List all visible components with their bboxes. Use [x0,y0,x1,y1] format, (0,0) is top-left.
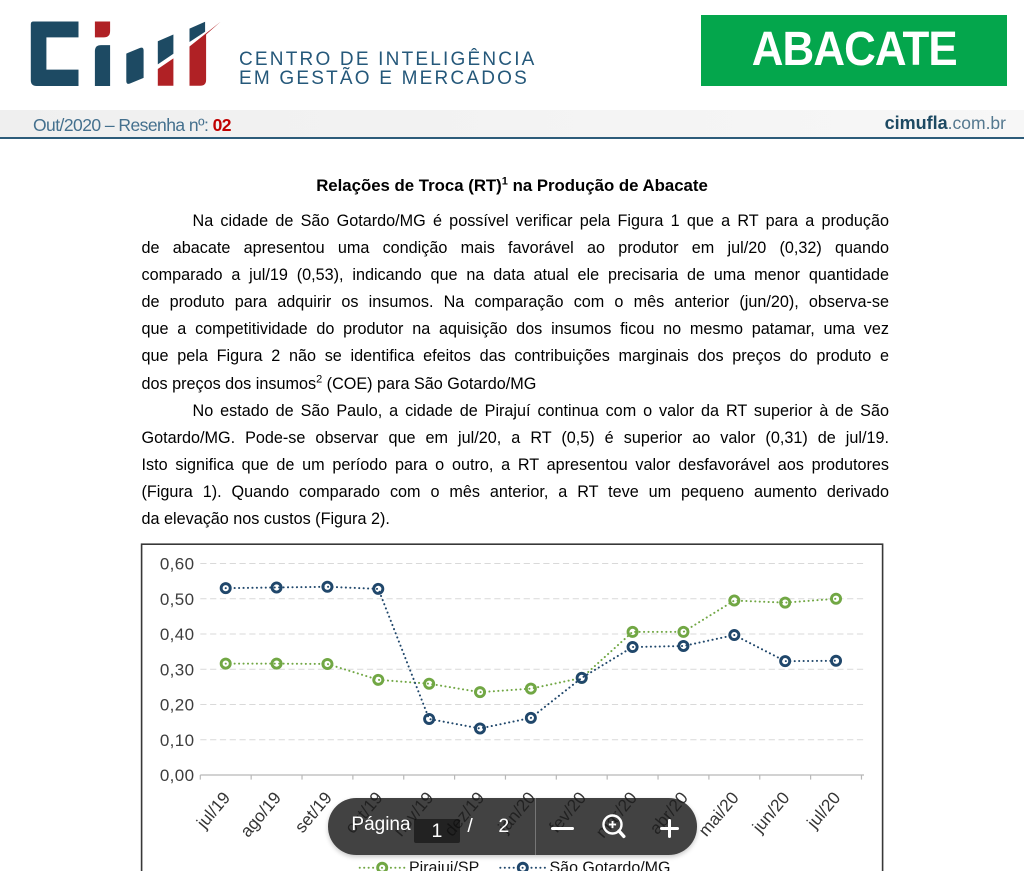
svg-text:0,50: 0,50 [160,590,195,609]
svg-text:ago/19: ago/19 [236,788,285,841]
svg-text:0,40: 0,40 [160,625,195,644]
svg-text:Pirajui/SP: Pirajui/SP [409,859,479,871]
svg-text:0,00: 0,00 [160,766,195,785]
svg-text:São Gotardo/MG: São Gotardo/MG [550,859,671,871]
svg-text:mai/20: mai/20 [694,788,742,840]
svg-text:jul/19: jul/19 [192,788,234,833]
svg-text:0,30: 0,30 [160,660,195,679]
svg-text:jun/20: jun/20 [747,788,793,838]
svg-text:jul/20: jul/20 [802,788,844,833]
svg-text:0,20: 0,20 [160,696,195,715]
svg-text:0,10: 0,10 [160,731,195,750]
svg-text:0,60: 0,60 [160,555,195,574]
